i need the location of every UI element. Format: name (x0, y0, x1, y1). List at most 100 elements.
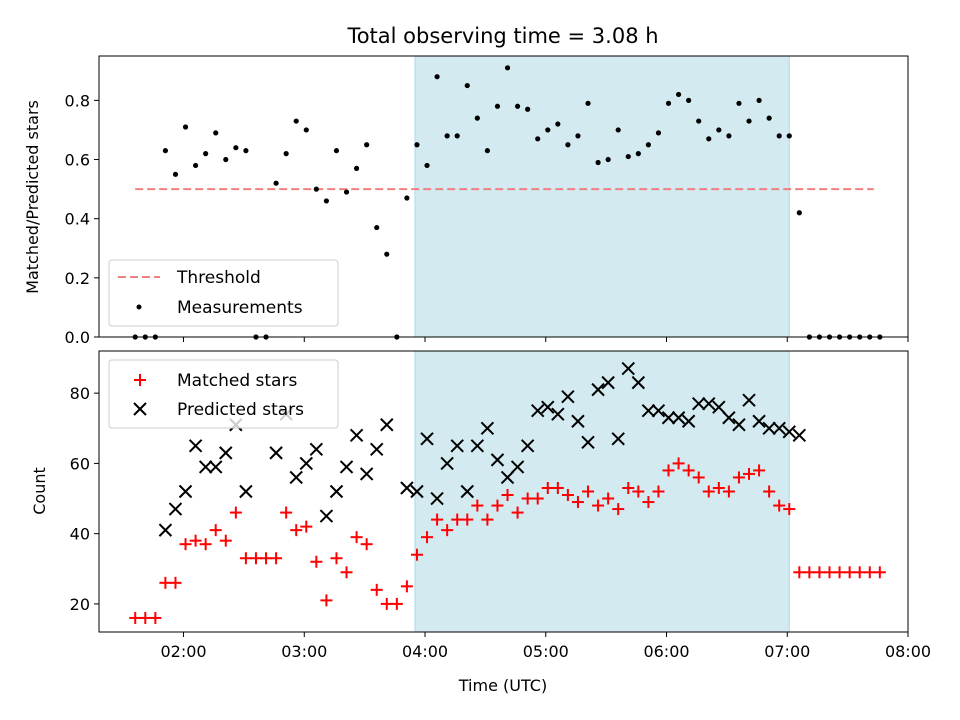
y-tick-label: 0.8 (65, 91, 90, 110)
predicted-star-point (500, 470, 515, 485)
matched-star-point (873, 566, 886, 579)
predicted-star-point (209, 460, 223, 474)
y-tick-label: 40 (70, 525, 90, 544)
matched-star-point (260, 552, 273, 565)
predicted-star-point (792, 428, 807, 443)
predicted-star-point (219, 446, 233, 460)
predicted-star-point (681, 414, 696, 428)
y-tick-label: 0.2 (65, 269, 90, 288)
matched-star-point (652, 485, 665, 498)
predicted-star-point (380, 418, 394, 432)
matched-star-point (531, 492, 544, 505)
predicted-star-point (460, 484, 474, 499)
measurement-point (535, 136, 541, 142)
predicted-star-point (319, 509, 334, 523)
matched-star-points (129, 457, 886, 624)
predicted-star-point (541, 400, 555, 414)
measurement-point (223, 156, 229, 163)
y-tick-label: 0.0 (65, 328, 90, 347)
measurement-point (625, 153, 631, 160)
top-x-ticks (183, 337, 909, 342)
bottom-legend: Matched stars Predicted stars (108, 359, 339, 429)
matched-star-point (491, 499, 504, 512)
measurement-point (746, 118, 752, 124)
predicted-star-point (188, 439, 203, 453)
top-legend-box (108, 259, 339, 327)
matched-star-point (692, 471, 705, 484)
matched-star-point (129, 611, 142, 624)
predicted-star-point (712, 400, 726, 414)
measurement-point (675, 91, 682, 98)
matched-star-point (149, 611, 162, 624)
measurement-point (474, 115, 480, 121)
matched-star-point (280, 506, 293, 519)
predicted-star-point (772, 421, 786, 435)
predicted-star-point (430, 491, 444, 506)
matched-star-point (722, 485, 735, 498)
measurements-legend-label: Measurements (177, 298, 303, 318)
measurement-point (293, 118, 299, 124)
matched-star-point (139, 611, 152, 624)
measurement-point (766, 115, 772, 121)
matched-star-point (410, 548, 423, 561)
predicted-star-point (782, 425, 796, 439)
measurement-point (716, 127, 722, 133)
matched-star-point (189, 534, 202, 547)
y-tick-label: 20 (70, 595, 90, 614)
predicted-star-point (651, 404, 666, 418)
matched-star-point (310, 555, 323, 568)
measurement-point (796, 210, 802, 216)
matched-star-point (521, 492, 534, 505)
matched-star-point (743, 467, 756, 480)
matched-star-point (863, 566, 876, 579)
y-tick-label: 0.6 (65, 151, 90, 170)
highlight-band (414, 55, 790, 338)
measurement-point (756, 97, 762, 103)
matched-star-point (582, 485, 595, 498)
measurement-point (374, 224, 380, 231)
predicted-star-point (490, 453, 505, 467)
predicted-star-point (520, 439, 535, 453)
predicted-star-point (601, 375, 615, 390)
measurement-point (655, 130, 662, 136)
measurement-point (333, 148, 340, 154)
matched-star-point (330, 552, 343, 565)
measurement-point (384, 251, 390, 257)
top-title: Total observing time = 3.08 h (346, 24, 658, 48)
predicted-star-point (732, 418, 746, 432)
matched-star-point (632, 485, 645, 498)
matched-star-point (229, 506, 242, 519)
measurement-point (213, 130, 219, 136)
matched-star-point (702, 485, 715, 498)
measurements-legend-swatch (136, 304, 142, 310)
measurement-point (615, 127, 621, 133)
observing-window-band (414, 55, 790, 338)
x-tick-label: 03:00 (281, 642, 327, 661)
measurement-point (353, 165, 360, 171)
predicted-star-point (691, 396, 706, 411)
predicted-star-point (299, 456, 313, 471)
matched-star-point (179, 538, 192, 551)
matched-star-point (732, 471, 745, 484)
measurement-point (454, 133, 460, 139)
measurement-point (706, 136, 712, 142)
x-tick-label: 07:00 (764, 642, 810, 661)
predicted-star-point (470, 439, 485, 453)
predicted-star-point (762, 421, 776, 435)
matched-star-point (843, 566, 856, 579)
measurement-point (313, 186, 319, 192)
predicted-star-point (480, 421, 495, 435)
x-tick-label: 08:00 (885, 642, 931, 661)
matched-star-point (682, 464, 695, 477)
measurement-point (525, 106, 531, 112)
measurement-point (585, 100, 591, 106)
threshold-legend-label: Threshold (176, 268, 261, 288)
matched-star-point (541, 481, 554, 494)
matched-star-point (451, 513, 464, 526)
matched-star-point (501, 489, 514, 502)
measurement-point (162, 148, 169, 154)
predicted-star-point (722, 411, 736, 425)
measurement-point (303, 127, 309, 133)
predicted-star-point (631, 375, 646, 390)
predicted-star-point (198, 460, 213, 474)
